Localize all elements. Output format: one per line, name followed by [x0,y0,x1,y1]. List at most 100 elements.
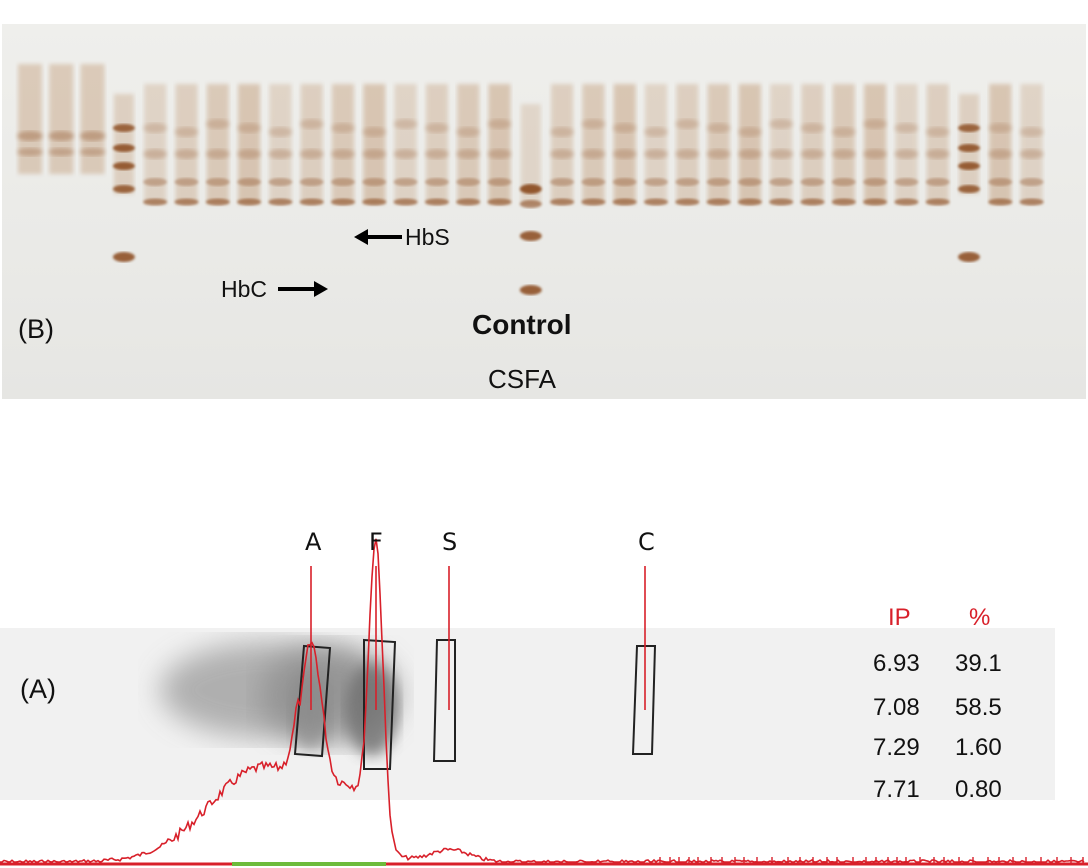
gel-smear [770,84,793,204]
gel-band [205,119,230,129]
gel-band [894,178,919,186]
gel-band [112,162,135,170]
gel-band [112,144,135,152]
gel-band [174,178,199,186]
gel-smear [864,84,887,204]
gel-band [958,185,980,193]
gel-band [988,178,1013,186]
gel-band [237,123,262,133]
gel-band [863,149,888,159]
gel-band [299,119,324,129]
gel-band [737,198,762,206]
ief-overlay [0,538,1088,866]
gel-band [1019,178,1044,186]
percent-header: % [969,604,991,631]
gel-band [925,198,950,206]
panel-a-label: (A) [20,674,56,704]
gel-smear [613,84,636,204]
band-box-s [432,639,456,762]
gel-band [769,198,794,206]
gel-band [205,198,230,206]
gel-smear [425,84,448,204]
gel-band [769,119,794,129]
gel-band [331,123,355,133]
gel-band [174,198,199,206]
hbc-label: HbC [221,276,268,302]
gel-band [1019,149,1044,159]
gel-band [894,198,919,206]
gel-smear [1020,84,1043,204]
gel-band [237,178,262,186]
gel-band [894,149,919,159]
gel-band [331,178,355,186]
gel-smear [801,84,824,204]
gel-band [519,231,542,241]
gel-band [612,198,637,206]
gel-band [581,149,606,159]
gel-smear [989,84,1012,204]
percent-value: 39.1 [955,650,1002,677]
ip-value: 7.29 [873,734,920,761]
gel-band [925,149,950,159]
gel-band [519,285,542,295]
gel-band [268,198,293,206]
gel-band [456,178,481,186]
gel-band [831,127,856,137]
gel-band [237,149,262,159]
gel-band [958,144,980,152]
panel-b-label: (B) [18,314,54,344]
gel-smear [332,84,354,204]
gel-smear [238,84,261,204]
gel-smear [520,104,541,204]
gel-band [831,178,856,186]
gel-band [79,148,106,156]
ip-value: 7.71 [873,776,920,803]
percent-value: 1.60 [955,734,1002,761]
gel-band [112,185,135,193]
gel-band [988,198,1013,206]
gel-lanes [17,64,1044,297]
band-box-f [363,638,397,770]
gel-smear [895,84,918,204]
gel-band [331,149,355,159]
band-box-a [293,644,332,758]
gel-smear [832,84,855,204]
band-label-a: A [305,528,322,556]
percent-value: 0.80 [955,776,1002,803]
ip-value: 6.93 [873,650,920,677]
gel-band [612,123,637,133]
gel-band [174,149,199,159]
gel-band [299,178,324,186]
hbs-arrow [354,229,402,245]
gel-band [17,131,43,141]
ip-value: 7.08 [873,694,920,721]
gel-band [737,178,762,186]
gel-band [925,127,950,137]
gel-band [988,123,1013,133]
gel-band [706,149,731,159]
gel-band [675,178,700,186]
gel-band [79,131,106,141]
baseline [0,857,1088,866]
gel-smear [707,84,730,204]
gel-band [581,119,606,129]
gel-smear [363,84,386,204]
gel-band [143,123,168,133]
gel-smear [175,84,198,204]
gel-band [675,149,700,159]
gel-band [519,184,542,194]
gel-smear [394,84,417,204]
gel-band [925,178,950,186]
gel-band [143,149,168,159]
gel-band [644,198,668,206]
gel-band [424,149,449,159]
gel-band [143,178,168,186]
gel-band [393,149,418,159]
gel-band [112,252,135,262]
gel-smear [269,84,292,204]
gel-band [205,178,230,186]
gel-band [675,119,700,129]
gel-band [831,149,856,159]
gel-band [769,178,794,186]
band-label-f: F [369,528,383,556]
